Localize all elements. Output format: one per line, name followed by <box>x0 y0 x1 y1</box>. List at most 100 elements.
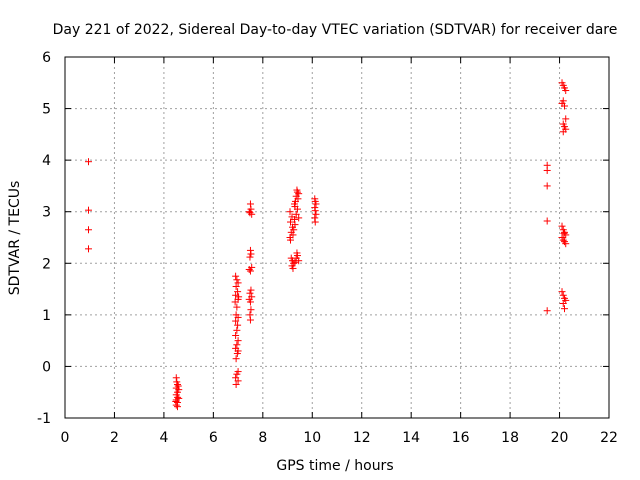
y-tick-label: 1 <box>42 308 51 324</box>
data-point <box>543 307 551 315</box>
data-point <box>84 245 92 253</box>
data-point <box>232 317 240 325</box>
data-point <box>562 115 570 123</box>
data-point <box>174 380 182 388</box>
data-point <box>234 313 242 321</box>
data-point <box>234 337 242 345</box>
data-point <box>234 321 242 329</box>
data-point <box>287 218 295 226</box>
data-point <box>311 207 319 215</box>
data-point <box>562 231 570 239</box>
data-point <box>543 182 551 190</box>
data-point <box>174 382 182 390</box>
data-point <box>234 288 242 296</box>
chart-title: Day 221 of 2022, Sidereal Day-to-day VTE… <box>53 22 618 38</box>
data-point <box>245 265 253 273</box>
y-tick-label: 2 <box>42 256 51 272</box>
data-point <box>246 209 254 217</box>
data-point <box>559 291 567 299</box>
y-tick-label: 4 <box>42 153 51 169</box>
data-point <box>543 166 551 174</box>
data-point <box>558 222 566 230</box>
data-point <box>232 355 240 363</box>
data-point <box>293 249 301 257</box>
data-point <box>543 217 551 225</box>
y-axis-label: SDTVAR / TECUs <box>7 181 23 296</box>
data-point <box>246 253 254 261</box>
y-tick-label: 0 <box>42 359 51 375</box>
data-point <box>247 250 255 258</box>
data-point <box>295 214 303 222</box>
data-point <box>290 215 298 223</box>
x-tick-label: 16 <box>452 430 470 446</box>
data-point <box>232 272 240 280</box>
data-point <box>294 195 302 203</box>
x-tick-label: 22 <box>600 430 618 446</box>
data-point <box>292 210 300 218</box>
x-tick-label: 14 <box>402 430 420 446</box>
data-point <box>175 394 183 402</box>
data-point <box>290 200 298 208</box>
data-point <box>233 350 241 358</box>
data-point <box>559 128 567 136</box>
data-point <box>290 226 298 234</box>
data-point <box>289 264 297 272</box>
data-point <box>233 303 241 311</box>
data-point <box>562 87 570 95</box>
data-point <box>560 102 568 110</box>
y-tick-label: 5 <box>42 102 51 118</box>
data-point <box>235 293 243 301</box>
data-point <box>245 208 253 216</box>
y-tick-label: -1 <box>37 411 51 427</box>
data-point <box>312 210 320 218</box>
data-point <box>558 288 566 296</box>
data-point <box>246 289 254 297</box>
plot-frame <box>64 56 610 419</box>
data-point <box>559 236 567 244</box>
data-point <box>233 276 241 284</box>
data-point <box>84 206 92 214</box>
y-tick-label: 6 <box>42 50 51 66</box>
data-point <box>246 267 254 275</box>
data-point <box>232 331 240 339</box>
x-tick-label: 0 <box>61 430 70 446</box>
data-point <box>234 279 242 287</box>
data-point <box>233 341 241 349</box>
data-point <box>291 258 299 266</box>
data-point <box>295 190 303 198</box>
data-point <box>174 403 182 411</box>
data-points <box>84 79 570 411</box>
data-point <box>287 236 295 244</box>
data-point <box>172 397 180 405</box>
data-point <box>231 298 239 306</box>
x-tick-label: 6 <box>209 430 218 446</box>
data-point <box>560 305 568 313</box>
x-tick-label: 4 <box>159 430 168 446</box>
x-axis-label: GPS time / hours <box>276 458 393 474</box>
data-point <box>232 380 240 388</box>
data-point <box>246 298 254 306</box>
x-tick-label: 2 <box>110 430 119 446</box>
x-tick-label: 18 <box>501 430 519 446</box>
data-point <box>232 282 240 290</box>
data-point <box>295 257 303 265</box>
data-point <box>293 186 301 194</box>
data-point <box>562 240 570 248</box>
data-point <box>311 218 319 226</box>
data-point <box>232 291 240 299</box>
data-point <box>233 326 241 334</box>
data-point <box>234 377 242 385</box>
grid <box>65 57 609 418</box>
x-tick-label: 8 <box>258 430 267 446</box>
y-tick-label: 3 <box>42 205 51 221</box>
data-point <box>559 300 567 308</box>
data-point <box>247 306 255 314</box>
data-point <box>312 200 320 208</box>
data-point <box>247 286 255 294</box>
data-point <box>84 226 92 234</box>
data-point <box>246 316 254 324</box>
data-point <box>289 231 297 239</box>
x-tick-label: 20 <box>551 430 569 446</box>
